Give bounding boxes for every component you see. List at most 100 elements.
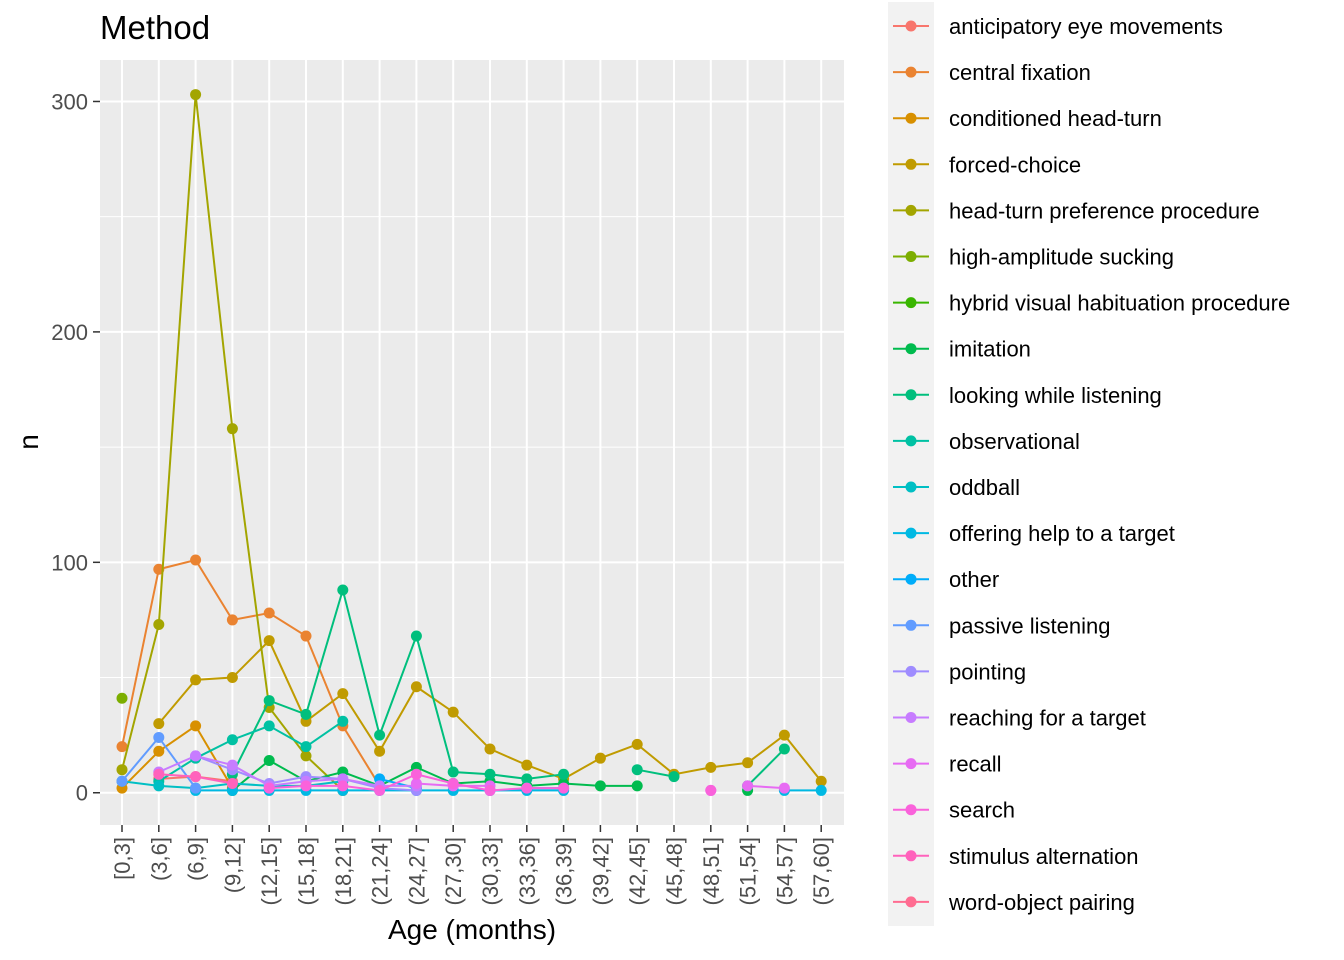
data-point — [374, 745, 386, 757]
data-point — [521, 782, 533, 794]
data-point — [116, 741, 128, 753]
x-tick-label: (30,33] — [478, 837, 503, 906]
data-point — [521, 759, 533, 771]
data-point — [484, 768, 496, 780]
data-point — [263, 695, 275, 707]
legend-label: other — [949, 567, 999, 592]
data-point — [263, 607, 275, 619]
data-point — [410, 681, 422, 693]
x-tick-label: (12,15] — [257, 837, 282, 906]
series-layer — [116, 89, 827, 796]
data-point — [742, 780, 754, 792]
data-point — [337, 584, 349, 596]
y-tick-label: 200 — [51, 320, 88, 345]
legend-key-point — [905, 389, 917, 401]
legend-key-point — [905, 527, 917, 539]
series-line — [231, 586, 564, 780]
legend-key-point — [905, 619, 917, 631]
plot-panel — [100, 60, 844, 825]
data-point — [374, 784, 386, 796]
data-point — [300, 630, 312, 642]
legend-label: conditioned head-turn — [949, 106, 1162, 131]
data-point — [594, 752, 606, 764]
data-point — [631, 738, 643, 750]
series-group — [116, 731, 202, 794]
legend-label: word-object pairing — [948, 890, 1135, 915]
legend-key-point — [905, 896, 917, 908]
data-point — [594, 780, 606, 792]
data-point — [300, 750, 312, 762]
x-tick-label: (3,6] — [147, 837, 172, 881]
x-tick-label: (15,18] — [294, 837, 319, 906]
legend-label: offering help to a target — [949, 521, 1175, 546]
data-point — [631, 780, 643, 792]
data-point — [116, 764, 128, 776]
legend: anticipatory eye movements central fixati… — [888, 2, 1290, 926]
x-tick-label: (48,51] — [699, 837, 724, 906]
x-tick-label: (9,12] — [220, 837, 245, 893]
y-tick-label: 300 — [51, 89, 88, 114]
data-point — [668, 771, 680, 783]
legend-key-point — [905, 758, 917, 770]
legend-label: observational — [949, 429, 1080, 454]
x-tick-label: (45,48] — [662, 837, 687, 906]
data-point — [558, 782, 570, 794]
data-point — [558, 768, 570, 780]
data-point — [263, 782, 275, 794]
legend-key-point — [905, 158, 917, 170]
data-point — [153, 745, 165, 757]
legend-label: passive listening — [949, 613, 1110, 638]
data-point — [447, 766, 459, 778]
data-point — [778, 743, 790, 755]
data-point — [263, 635, 275, 647]
series-line — [121, 558, 381, 787]
data-point — [153, 718, 165, 730]
x-tick-label: (21,24] — [368, 837, 393, 906]
legend-key-point — [905, 297, 917, 309]
legend-key-point — [905, 251, 917, 262]
legend-label: imitation — [949, 337, 1031, 362]
data-point — [190, 771, 202, 783]
x-tick-label: (42,45] — [625, 837, 650, 906]
legend-key-point — [905, 481, 917, 493]
x-tick-label: (51,54] — [736, 837, 761, 906]
data-point — [337, 688, 349, 700]
data-point — [263, 720, 275, 732]
legend-key-point — [905, 573, 917, 585]
legend-label: reaching for a target — [949, 706, 1146, 731]
data-point — [815, 784, 827, 796]
chart-title: Method — [100, 9, 210, 46]
legend-key-point — [905, 20, 917, 32]
legend-key-point — [905, 112, 917, 124]
x-tick-label: (27,30] — [441, 837, 466, 906]
data-point — [705, 784, 717, 796]
data-point — [226, 614, 238, 626]
x-tick-label: (54,57] — [772, 837, 797, 906]
x-axis-title: Age (months) — [388, 914, 556, 945]
data-point — [226, 734, 238, 746]
legend-key-background — [888, 2, 934, 926]
data-point — [263, 754, 275, 766]
data-point — [337, 780, 349, 792]
series-line — [637, 768, 675, 778]
data-point — [190, 782, 202, 794]
data-point — [226, 423, 238, 435]
data-point — [153, 731, 165, 743]
legend-key-point — [905, 804, 917, 816]
data-point — [815, 775, 827, 787]
data-point — [778, 782, 790, 794]
data-point — [190, 720, 202, 732]
data-point — [742, 757, 754, 769]
data-point — [374, 729, 386, 741]
x-tick-label: [0,3] — [110, 837, 135, 880]
data-point — [410, 630, 422, 642]
data-point — [190, 554, 202, 566]
legend-label: looking while listening — [949, 383, 1162, 408]
data-point — [778, 729, 790, 741]
data-point — [631, 764, 643, 776]
data-point — [484, 784, 496, 796]
data-point — [226, 759, 238, 771]
legend-key-point — [905, 204, 917, 216]
series-line — [747, 784, 785, 790]
data-point — [410, 778, 422, 790]
